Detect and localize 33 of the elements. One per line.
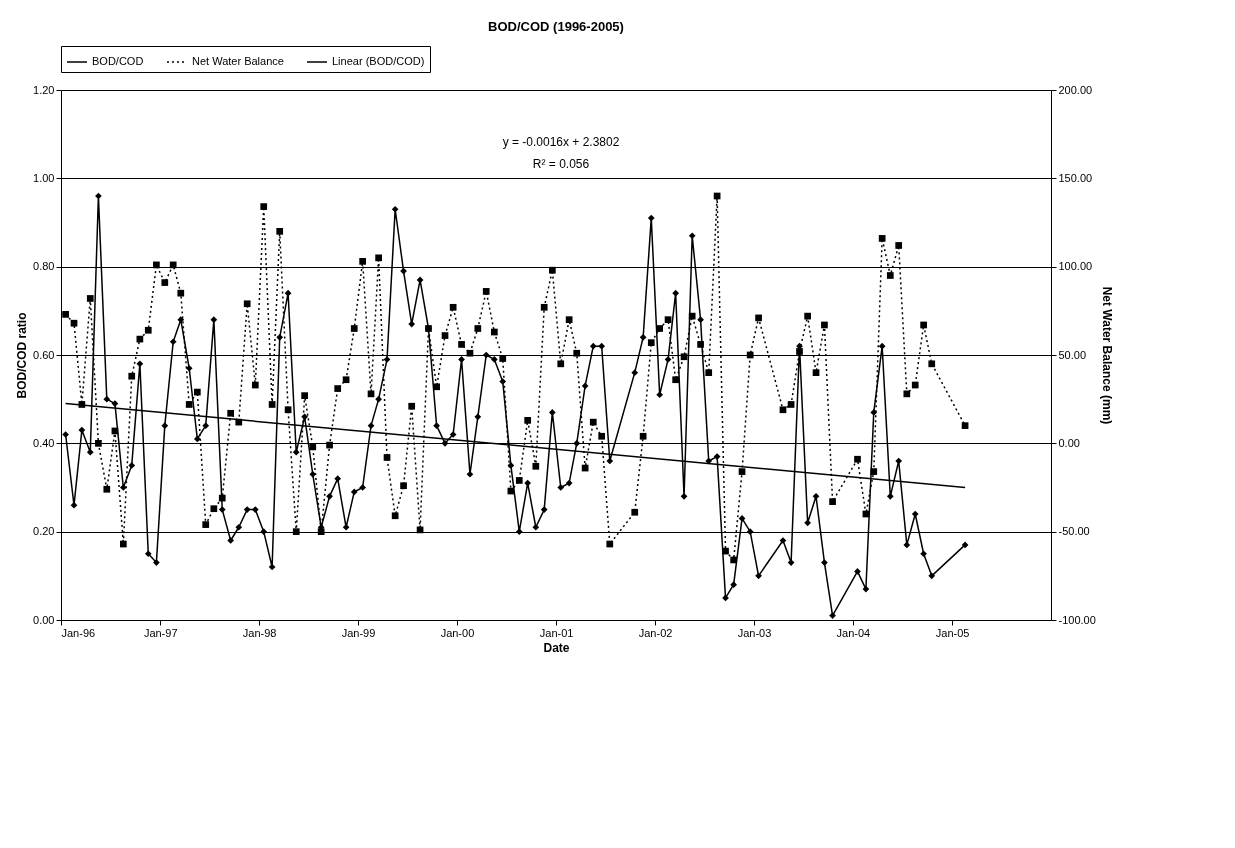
x-tick-label: Jan-96 [61, 626, 96, 639]
x-tick-label: Jan-99 [341, 626, 376, 639]
y-tick-label: 1.20 [33, 83, 55, 96]
y-tick-label: 0.20 [33, 525, 55, 538]
chart-title: BOD/COD (1996-2005) [488, 18, 624, 34]
x-tick-label: Jan-04 [836, 626, 871, 639]
y-axis-title: BOD/COD ratio [15, 312, 30, 399]
annotation: R² = 0.056 [532, 157, 590, 171]
x-tick-label: Jan-98 [242, 626, 277, 639]
legend-label: BOD/COD [92, 55, 144, 67]
y-tick-label: 0.80 [33, 260, 55, 273]
y2-tick-label: 50.00 [1058, 348, 1087, 361]
y-tick-label: 1.00 [33, 171, 55, 184]
y2-tick-label: 100.00 [1058, 260, 1093, 273]
y2-tick-label: 150.00 [1058, 171, 1093, 184]
x-tick-label: Jan-02 [638, 626, 673, 639]
y2-tick-label: 0.00 [1058, 436, 1080, 449]
x-tick-label: Jan-01 [539, 626, 574, 639]
y2-tick-label: 200.00 [1058, 83, 1093, 96]
y2-tick-label: -50.00 [1058, 525, 1090, 538]
x-tick-label: Jan-03 [737, 626, 772, 639]
y2-tick-label: -100.00 [1058, 613, 1096, 626]
y-tick-label: 0.60 [33, 348, 55, 361]
x-tick-label: Jan-97 [143, 626, 178, 639]
y2-axis-title: Net Water Balance (mm) [1099, 286, 1114, 425]
legend-label: Net Water Balance [192, 55, 284, 67]
y-tick-label: 0.40 [33, 436, 55, 449]
y-tick-label: 0.00 [33, 613, 55, 626]
annotation: y = -0.0016x + 2.3802 [502, 135, 620, 149]
x-tick-label: Jan-00 [440, 626, 475, 639]
x-axis-title: Date [543, 640, 570, 655]
legend-label: Linear (BOD/COD) [332, 55, 425, 67]
x-tick-label: Jan-05 [935, 626, 970, 639]
